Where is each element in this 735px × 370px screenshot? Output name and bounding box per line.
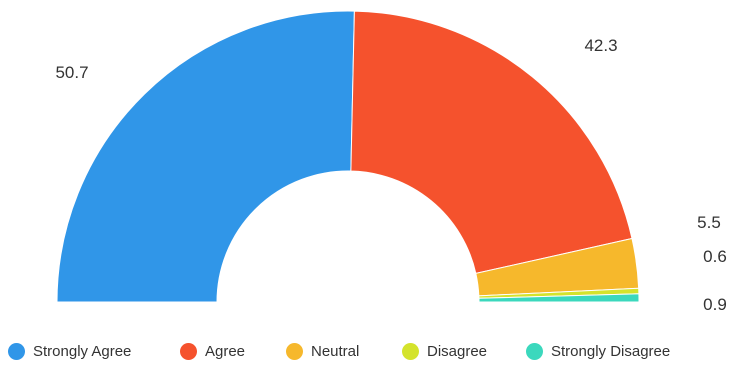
legend-item-neutral[interactable]: Neutral <box>286 343 359 360</box>
value-label-neutral: 5.5 <box>697 213 721 232</box>
legend-label-disagree: Disagree <box>427 343 488 360</box>
value-label-strongly-disagree: 0.9 <box>703 295 727 314</box>
value-label-disagree: 0.6 <box>703 247 727 266</box>
slice-agree[interactable] <box>350 10 633 275</box>
legend-dot-strongly-agree <box>8 343 25 360</box>
half-donut-chart: 50.7 42.3 5.5 0.6 0.9 <box>55 10 727 314</box>
value-label-strongly-agree: 50.7 <box>55 63 88 82</box>
legend-label-strongly-agree: Strongly Agree <box>33 343 132 360</box>
legend-item-strongly-agree[interactable]: Strongly Agree <box>8 343 131 360</box>
legend-label-strongly-disagree: Strongly Disagree <box>551 343 671 360</box>
legend-item-agree[interactable]: Agree <box>180 343 245 360</box>
chart-value-labels: 50.7 42.3 5.5 0.6 0.9 <box>55 36 726 314</box>
legend-label-neutral: Neutral <box>311 343 360 360</box>
value-label-agree: 42.3 <box>584 36 617 55</box>
legend-item-disagree[interactable]: Disagree <box>402 343 487 360</box>
legend-dot-neutral <box>286 343 303 360</box>
legend-dot-agree <box>180 343 197 360</box>
legend-dot-strongly-disagree <box>526 343 543 360</box>
slice-strongly-disagree[interactable] <box>478 293 640 303</box>
chart-legend: Strongly Agree Agree Neutral Disagree St… <box>0 343 735 369</box>
legend-dot-disagree <box>402 343 419 360</box>
slice-strongly-agree[interactable] <box>56 10 355 303</box>
legend-label-agree: Agree <box>205 343 246 360</box>
legend-item-strongly-disagree[interactable]: Strongly Disagree <box>526 343 670 360</box>
chart-slices <box>56 10 640 303</box>
